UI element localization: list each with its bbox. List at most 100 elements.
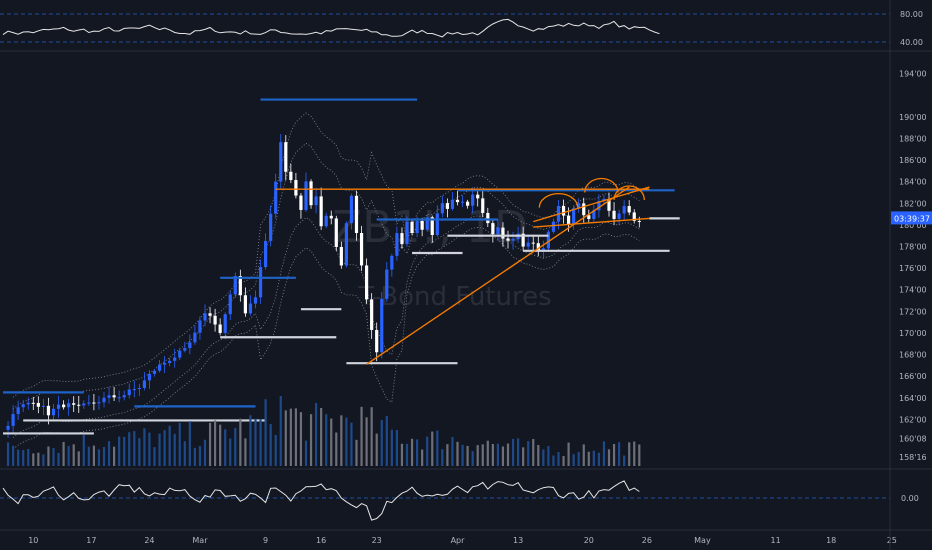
candle-body[interactable]	[132, 389, 136, 391]
candle-body[interactable]	[405, 221, 409, 245]
candle-body[interactable]	[152, 370, 157, 374]
candle-body[interactable]	[279, 142, 283, 182]
candle-body[interactable]	[193, 332, 197, 343]
candle-body[interactable]	[264, 240, 268, 268]
candle-body[interactable]	[349, 195, 354, 224]
candle-body[interactable]	[435, 213, 439, 236]
price-axis[interactable]: 80.00 40.00 194'00 190'00 188'00 186'00 184'00…	[891, 10, 932, 503]
upper-oscillator-panel[interactable]	[0, 13, 890, 43]
time-axis[interactable]: 10 17 24 Mar 9 16 23 Apr 13 20 26 May 11 18 25	[28, 536, 897, 545]
candle-body[interactable]	[102, 397, 106, 403]
candle-body[interactable]	[370, 299, 374, 330]
ascending-trendline[interactable]	[366, 186, 630, 365]
candle-body[interactable]	[627, 206, 631, 213]
candle-body[interactable]	[163, 362, 167, 365]
candle-body[interactable]	[390, 255, 394, 270]
current-price-badge[interactable]	[891, 211, 932, 225]
candle-body[interactable]	[92, 402, 96, 404]
candle-body[interactable]	[466, 201, 470, 206]
candle-body[interactable]	[445, 203, 449, 209]
candle-body[interactable]	[97, 402, 101, 404]
candle-body[interactable]	[450, 199, 455, 209]
candle-body[interactable]	[632, 212, 636, 221]
candle-body[interactable]	[304, 181, 308, 210]
candle-body[interactable]	[284, 142, 288, 172]
candle-body[interactable]	[526, 242, 530, 247]
candle-body[interactable]	[223, 314, 227, 333]
candle-body[interactable]	[455, 199, 460, 203]
main-price-panel[interactable]	[3, 98, 680, 450]
candle-body[interactable]	[183, 348, 187, 351]
candle-body[interactable]	[294, 180, 298, 196]
candle-body[interactable]	[157, 364, 162, 371]
candle-body[interactable]	[319, 196, 323, 227]
candle-body[interactable]	[400, 233, 404, 245]
candle-body[interactable]	[188, 342, 192, 349]
arc-annotation[interactable]	[538, 193, 579, 208]
candle-body[interactable]	[16, 407, 20, 415]
candle-body[interactable]	[415, 220, 419, 234]
candle-body[interactable]	[380, 298, 384, 353]
candle-body[interactable]	[496, 227, 500, 235]
candle-body[interactable]	[218, 324, 222, 333]
candle-body[interactable]	[587, 215, 591, 219]
candle-body[interactable]	[359, 232, 364, 266]
candle-body[interactable]	[440, 203, 444, 214]
candle-body[interactable]	[62, 404, 66, 408]
candle-body[interactable]	[506, 238, 510, 241]
candle-body[interactable]	[147, 373, 152, 381]
candle-body[interactable]	[77, 404, 81, 406]
candle-body[interactable]	[314, 196, 318, 206]
candle-body[interactable]	[233, 276, 237, 295]
candle-body[interactable]	[67, 403, 71, 408]
candle-body[interactable]	[607, 198, 611, 211]
candle-body[interactable]	[21, 404, 25, 408]
candle-body[interactable]	[365, 265, 369, 300]
candle-body[interactable]	[339, 246, 343, 266]
candle-body[interactable]	[36, 402, 40, 407]
candle-body[interactable]	[460, 201, 465, 203]
candle-body[interactable]	[127, 389, 131, 396]
candle-body[interactable]	[531, 242, 535, 244]
candle-body[interactable]	[112, 395, 116, 398]
candle-body[interactable]	[168, 360, 172, 363]
candle-body[interactable]	[51, 408, 56, 416]
candle-body[interactable]	[622, 206, 626, 214]
candle-body[interactable]	[471, 194, 475, 206]
candle-body[interactable]	[491, 223, 495, 235]
candle-body[interactable]	[46, 405, 51, 416]
candle-body[interactable]	[567, 215, 571, 224]
candle-body[interactable]	[430, 217, 434, 236]
candle-body[interactable]	[238, 276, 242, 296]
candle-body[interactable]	[425, 217, 429, 230]
candle-body[interactable]	[41, 405, 45, 407]
candle-body[interactable]	[637, 220, 641, 222]
candle-body[interactable]	[551, 221, 556, 232]
arc-annotation[interactable]	[584, 177, 619, 193]
candle-body[interactable]	[208, 313, 212, 316]
candle-body[interactable]	[26, 402, 30, 405]
candle-body[interactable]	[274, 181, 278, 214]
candle-body[interactable]	[248, 303, 253, 314]
candle-body[interactable]	[354, 195, 359, 233]
candle-body[interactable]	[501, 227, 505, 239]
candle-body[interactable]	[142, 380, 146, 388]
candle-body[interactable]	[395, 233, 399, 256]
candle-body[interactable]	[82, 403, 86, 406]
candle-body[interactable]	[410, 221, 414, 234]
candle-body[interactable]	[203, 313, 207, 321]
candle-body[interactable]	[582, 203, 586, 216]
arc-annotation[interactable]	[613, 185, 645, 201]
candle-body[interactable]	[521, 233, 525, 247]
candle-body[interactable]	[309, 181, 313, 206]
candle-body[interactable]	[334, 218, 338, 247]
candle-body[interactable]	[56, 404, 61, 409]
candle-body[interactable]	[198, 320, 202, 333]
candle-body[interactable]	[228, 294, 232, 315]
candle-body[interactable]	[481, 198, 485, 213]
wedge-upper[interactable]	[533, 186, 650, 223]
upper-oscillator-line[interactable]	[2, 18, 660, 38]
candle-body[interactable]	[107, 395, 111, 398]
candle-body[interactable]	[546, 231, 550, 249]
